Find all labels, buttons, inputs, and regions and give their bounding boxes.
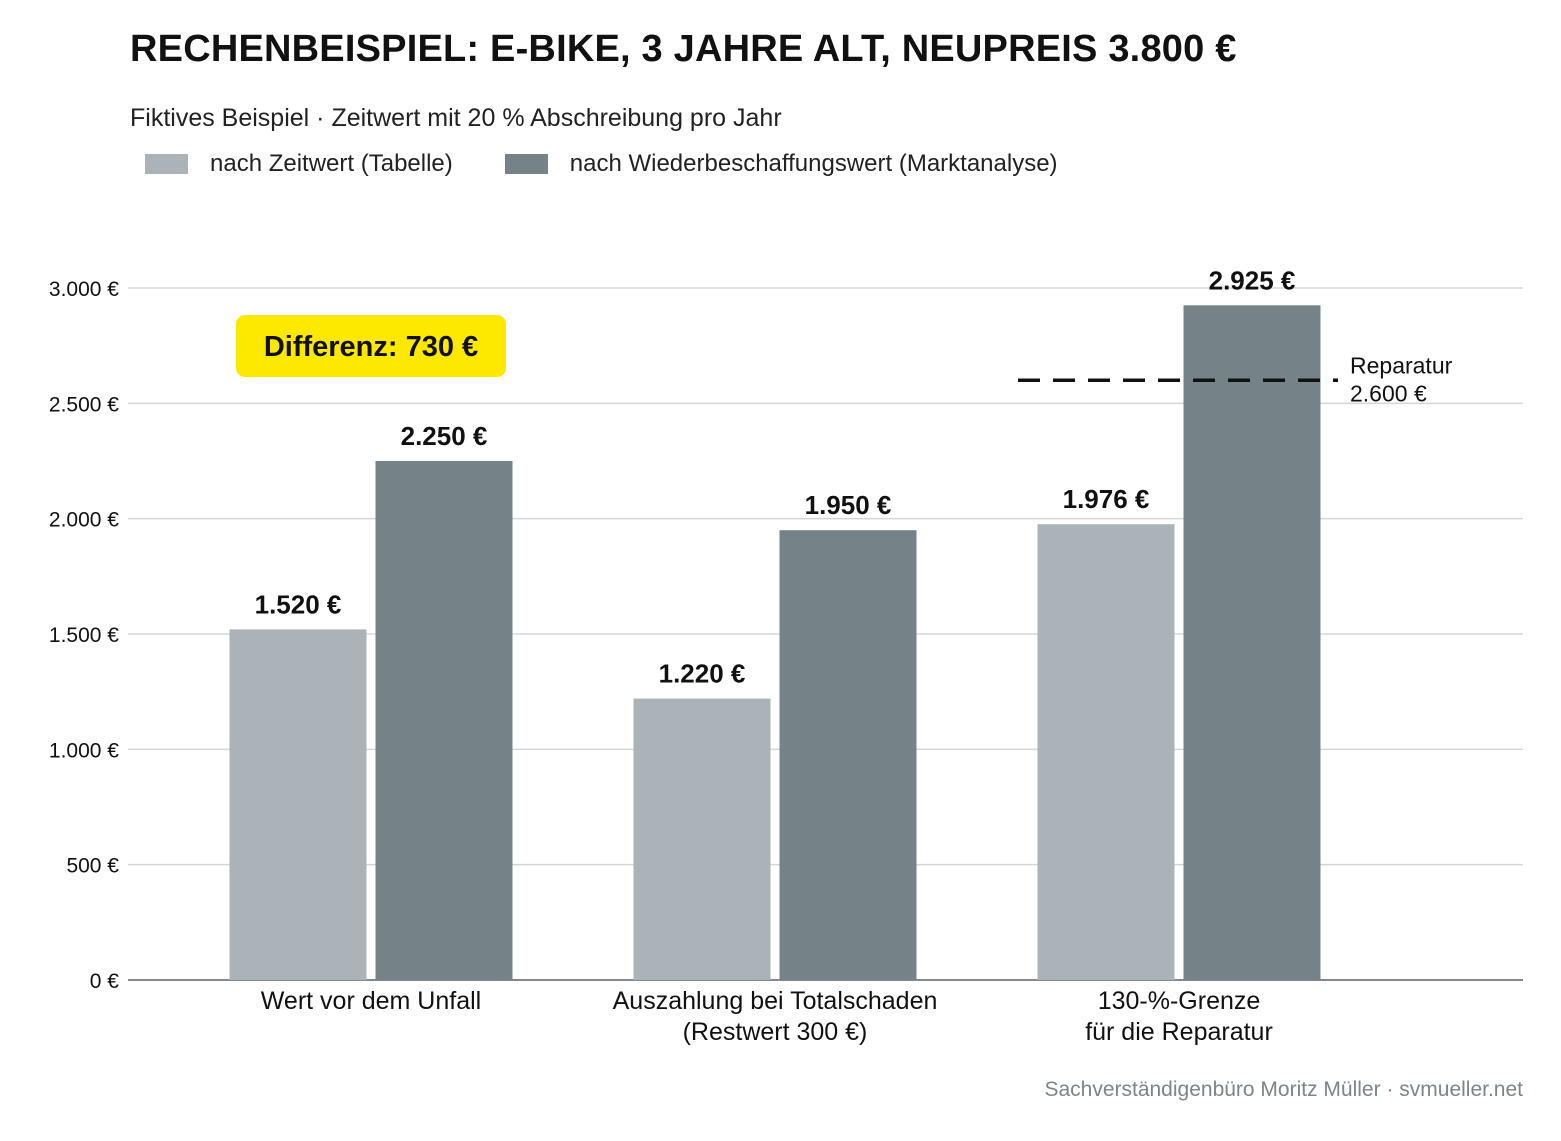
y-tick-label: 500 € (66, 855, 119, 878)
difference-badge (236, 315, 506, 377)
y-tick-label: 3.000 € (49, 278, 119, 301)
y-tick-label: 2.000 € (49, 509, 119, 532)
repair-cost-label: 2.600 € (1350, 380, 1427, 406)
footer-credit: Sachverständigenbüro Moritz Müller · svm… (1044, 1078, 1523, 1101)
difference-badge-text: Differenz: 730 € (264, 331, 478, 363)
legend-label-wiederbeschaffungswert: nach Wiederbeschaffungswert (Marktanalys… (569, 150, 1058, 177)
bar (229, 629, 367, 980)
category-label: (Restwert 300 €) (683, 1018, 868, 1046)
chart-title: RECHENBEISPIEL: E-BIKE, 3 JAHRE ALT, NEU… (130, 28, 1237, 70)
legend-item-zeitwert: nach Zeitwert (Tabelle) (145, 150, 453, 178)
y-tick-label: 2.500 € (49, 393, 119, 416)
legend-swatch-wiederbeschaffungswert (504, 154, 548, 174)
chart-subtitle: Fiktives Beispiel · Zeitwert mit 20 % Ab… (130, 104, 782, 132)
bar (375, 461, 513, 980)
legend-label-zeitwert: nach Zeitwert (Tabelle) (210, 150, 453, 177)
legend: nach Zeitwert (Tabelle) nach Wiederbesch… (145, 150, 1110, 178)
category-label: für die Reparatur (1085, 1018, 1273, 1046)
bar-value-label: 2.250 € (401, 421, 488, 451)
category-label: Auszahlung bei Totalschaden (613, 987, 938, 1015)
y-tick-label: 0 € (90, 970, 120, 993)
bar-value-label: 1.520 € (255, 589, 342, 619)
bar-value-label: 1.950 € (805, 490, 892, 520)
y-tick-label: 1.000 € (49, 739, 119, 762)
bar (1183, 305, 1321, 980)
bar (633, 698, 771, 980)
category-label: Wert vor dem Unfall (261, 987, 481, 1015)
bar-value-label: 1.220 € (659, 659, 746, 689)
bar-value-label: 2.925 € (1209, 265, 1296, 295)
y-tick-label: 1.500 € (49, 624, 119, 647)
repair-cost-label: Reparatur (1350, 352, 1453, 378)
legend-swatch-zeitwert (145, 154, 188, 174)
legend-item-wiederbeschaffungswert: nach Wiederbeschaffungswert (Marktanalys… (504, 150, 1058, 178)
bar (779, 530, 917, 980)
bar-value-label: 1.976 € (1063, 484, 1150, 514)
category-label: 130-%-Grenze (1098, 987, 1261, 1015)
bar (1037, 524, 1175, 980)
